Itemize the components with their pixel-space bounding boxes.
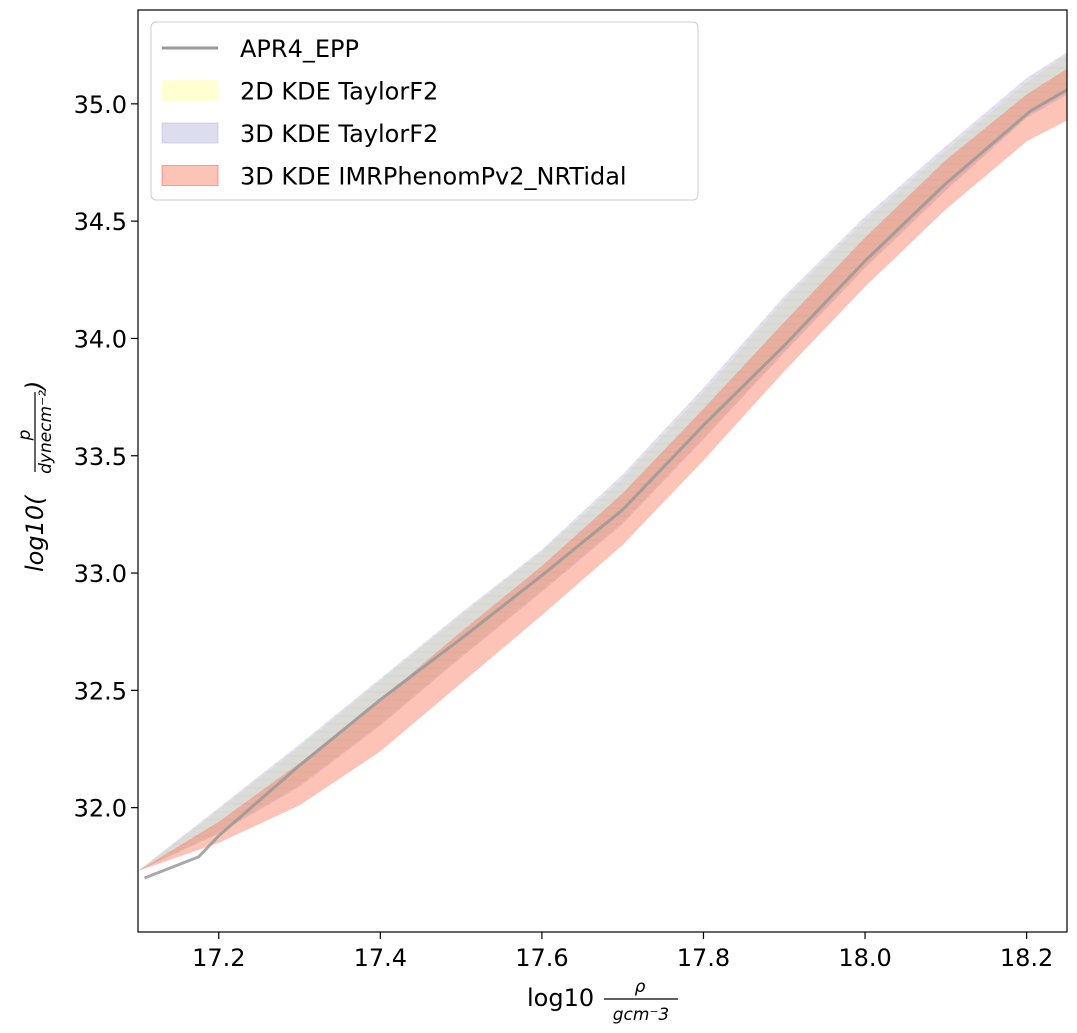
legend-label-3d-kde-imrphenompv2-nrtidal: 3D KDE IMRPhenomPv2_NRTidal [240,163,627,191]
axis-labels: log10 ρ gcm⁻3 log10( p dynecm⁻²) [15,381,678,1025]
legend: APR4_EPP 2D KDE TaylorF2 3D KDE TaylorF2 3D… [150,21,699,201]
x-tick-label: 17.6 [515,944,568,972]
y-tick-label: 33.5 [74,443,127,471]
x-axis-label-prefix: log10 [527,984,594,1012]
legend-label-3d-kde-taylorf2: 3D KDE TaylorF2 [240,120,438,148]
y-tick-label: 34.0 [74,325,127,353]
y-axis-label: log10( p dynecm⁻²) [15,381,56,572]
y-axis-label-numerator: p [15,429,35,441]
x-tick-label: 18.2 [1000,944,1053,972]
y-tick-label: 35.0 [74,91,127,119]
x-tick-label: 17.2 [192,944,245,972]
y-tick-label: 32.0 [74,795,127,823]
legend-box [150,21,699,201]
plot-area [138,52,1067,880]
y-axis-label-denominator: dynecm⁻² [36,390,56,474]
x-tick-label: 17.8 [677,944,730,972]
plot-clipped-group [138,52,1067,880]
x-tick-label: 18.0 [838,944,891,972]
x-axis-label-denominator: gcm⁻3 [613,1005,670,1025]
x-axis-label: log10 ρ gcm⁻3 [527,977,678,1025]
y-tick-label: 33.0 [74,560,127,588]
axes-frame [137,9,1068,933]
line-apr4-epp [143,88,1067,880]
y-axis-label-suffix: ) [21,381,49,392]
band-3d-kde-imrphenompv2-nrtidal [138,68,1067,871]
legend-swatch-2d-kde-taylorf2 [161,80,219,101]
legend-swatch-3d-kde-imrphenompv2-nrtidal [161,165,219,186]
y-tick-label: 32.5 [74,677,127,705]
y-axis-label-prefix: log10( [21,494,49,572]
axes: 17.2 17.4 17.6 17.8 18.0 18.2 32.0 32.5 33.0 33.5… [74,9,1068,972]
legend-label-2d-kde-taylorf2: 2D KDE TaylorF2 [240,78,438,106]
y-tick-label: 34.5 [74,208,127,236]
legend-label-apr4-epp: APR4_EPP [240,35,359,63]
x-axis-label-numerator: ρ [635,977,646,997]
legend-swatch-3d-kde-taylorf2 [161,122,219,144]
x-tick-label: 17.4 [354,944,407,972]
band-hatch-3d-kde-taylorf2 [138,52,1067,871]
